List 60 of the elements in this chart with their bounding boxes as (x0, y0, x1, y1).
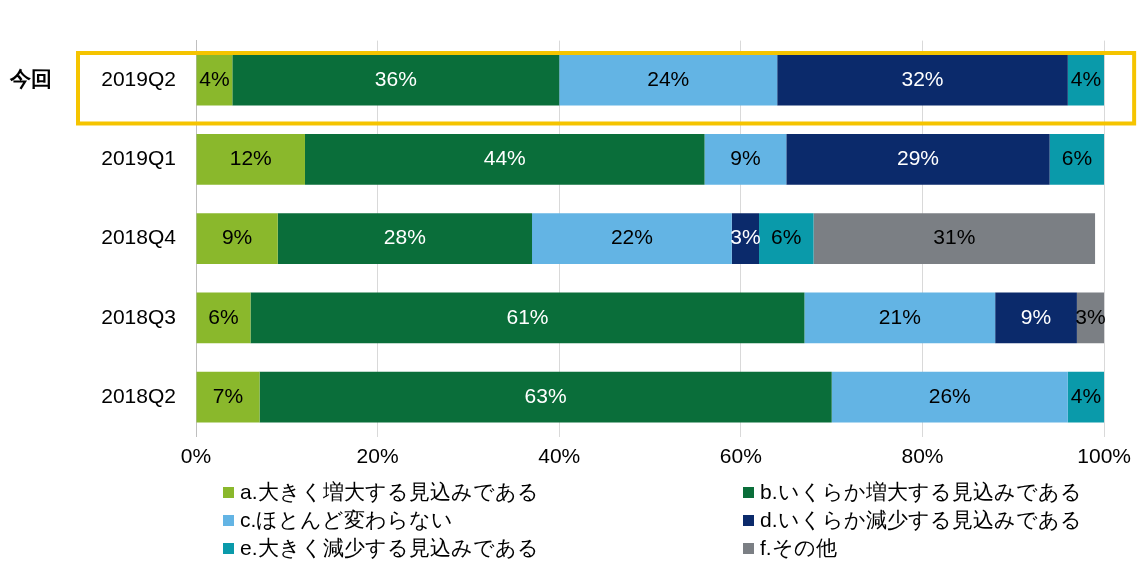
text: 今回 (9, 67, 52, 91)
bar (304, 134, 705, 185)
bar (786, 134, 1050, 185)
data-label: 44% (483, 146, 526, 170)
y-tick-label: 2018Q2 (101, 383, 176, 407)
bar (196, 134, 305, 185)
y-tick-label: 2018Q3 (101, 304, 176, 328)
data-label: 21% (878, 304, 921, 328)
x-tick-label: 0% (180, 444, 212, 468)
data-label: 9% (730, 146, 761, 170)
data-label: 63% (524, 383, 567, 407)
legend-label: c.ほとんど変わらない (240, 507, 454, 533)
data-label: 4% (199, 67, 230, 91)
bar (559, 54, 778, 106)
data-label: 9% (1020, 304, 1052, 328)
x-tick-label: 60% (719, 444, 762, 468)
data-label: 7% (212, 383, 244, 407)
data-label: 24% (647, 67, 690, 91)
legend-label: a.大きく増大する見込みである (240, 479, 539, 505)
bar (277, 213, 533, 265)
bar (196, 371, 260, 423)
y-tick-label: 2019Q2 (101, 67, 176, 91)
bar (804, 292, 996, 344)
bar (259, 371, 832, 423)
legend-label: d.いくらか減少する見込みである (760, 507, 1082, 533)
data-label: 4% (1070, 67, 1102, 91)
data-label: 6% (771, 225, 802, 249)
bar (250, 292, 805, 344)
data-label: 29% (896, 146, 939, 170)
x-tick-label: 20% (356, 444, 399, 468)
data-label: 26% (928, 383, 971, 407)
y-tick-label: 2019Q1 (101, 146, 176, 170)
data-label: 6% (1061, 146, 1093, 170)
y-tick-label: 2018Q4 (101, 225, 177, 249)
data-label: 22% (610, 225, 653, 249)
bar (532, 213, 732, 265)
bar (704, 134, 787, 185)
data-label: 61% (506, 304, 549, 328)
bar (831, 371, 1068, 423)
data-label: 4% (1070, 383, 1102, 407)
x-tick-label: 40% (538, 444, 581, 468)
bar (232, 54, 560, 106)
bar (995, 292, 1077, 344)
data-label: 9% (221, 225, 253, 249)
bar (1049, 134, 1105, 185)
legend-label: f.その他 (760, 535, 837, 561)
data-label: 28% (383, 225, 426, 249)
x-tick-label: 100% (1077, 444, 1131, 468)
legend-label: e.大きく減少する見込みである (240, 535, 539, 561)
data-label: 36% (374, 67, 417, 91)
bar (196, 213, 278, 265)
bar (777, 54, 1068, 106)
bar (813, 213, 1096, 265)
legend-label: b.いくらか増大する見込みである (760, 479, 1082, 505)
bar (759, 213, 814, 265)
data-label: 6% (208, 304, 239, 328)
data-label: 32% (901, 67, 944, 91)
data-label: 12% (229, 146, 272, 170)
data-label: 31% (933, 225, 976, 249)
x-tick-label: 80% (901, 444, 944, 468)
